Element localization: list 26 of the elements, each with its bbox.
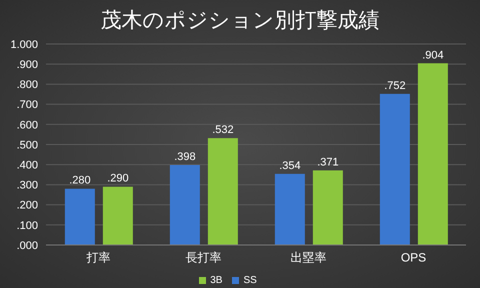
y-tick-label: .700	[16, 99, 38, 112]
x-tick-label: OPS	[400, 250, 426, 265]
legend-label: 3B	[210, 275, 222, 286]
legend-label: SS	[243, 275, 257, 286]
x-tick-label: 出塁率	[290, 250, 326, 265]
data-label: .532	[212, 124, 234, 136]
data-label: .398	[174, 151, 196, 163]
x-tick-label: 長打率	[186, 250, 222, 265]
y-tick-label: .400	[16, 160, 38, 172]
y-tick-label: .900	[16, 59, 38, 72]
y-tick-label: 1.000	[10, 38, 38, 51]
data-label: .904	[422, 49, 444, 62]
y-tick-label: .000	[16, 240, 38, 252]
data-label: .290	[107, 172, 129, 185]
y-tick-label: .300	[16, 180, 38, 192]
y-tick-label: .800	[16, 79, 38, 92]
chart-title: 茂木のポジション別打撃成績	[100, 8, 380, 34]
data-label: .280	[69, 174, 91, 187]
data-label: .752	[384, 80, 406, 92]
y-tick-label: .200	[16, 200, 38, 212]
y-tick-label: .100	[16, 220, 38, 232]
y-tick-label: .600	[16, 119, 38, 132]
y-tick-label: .500	[16, 139, 38, 152]
x-tick-label: 打率	[86, 250, 110, 265]
data-label: .371	[317, 156, 339, 168]
data-label: .354	[279, 160, 301, 172]
